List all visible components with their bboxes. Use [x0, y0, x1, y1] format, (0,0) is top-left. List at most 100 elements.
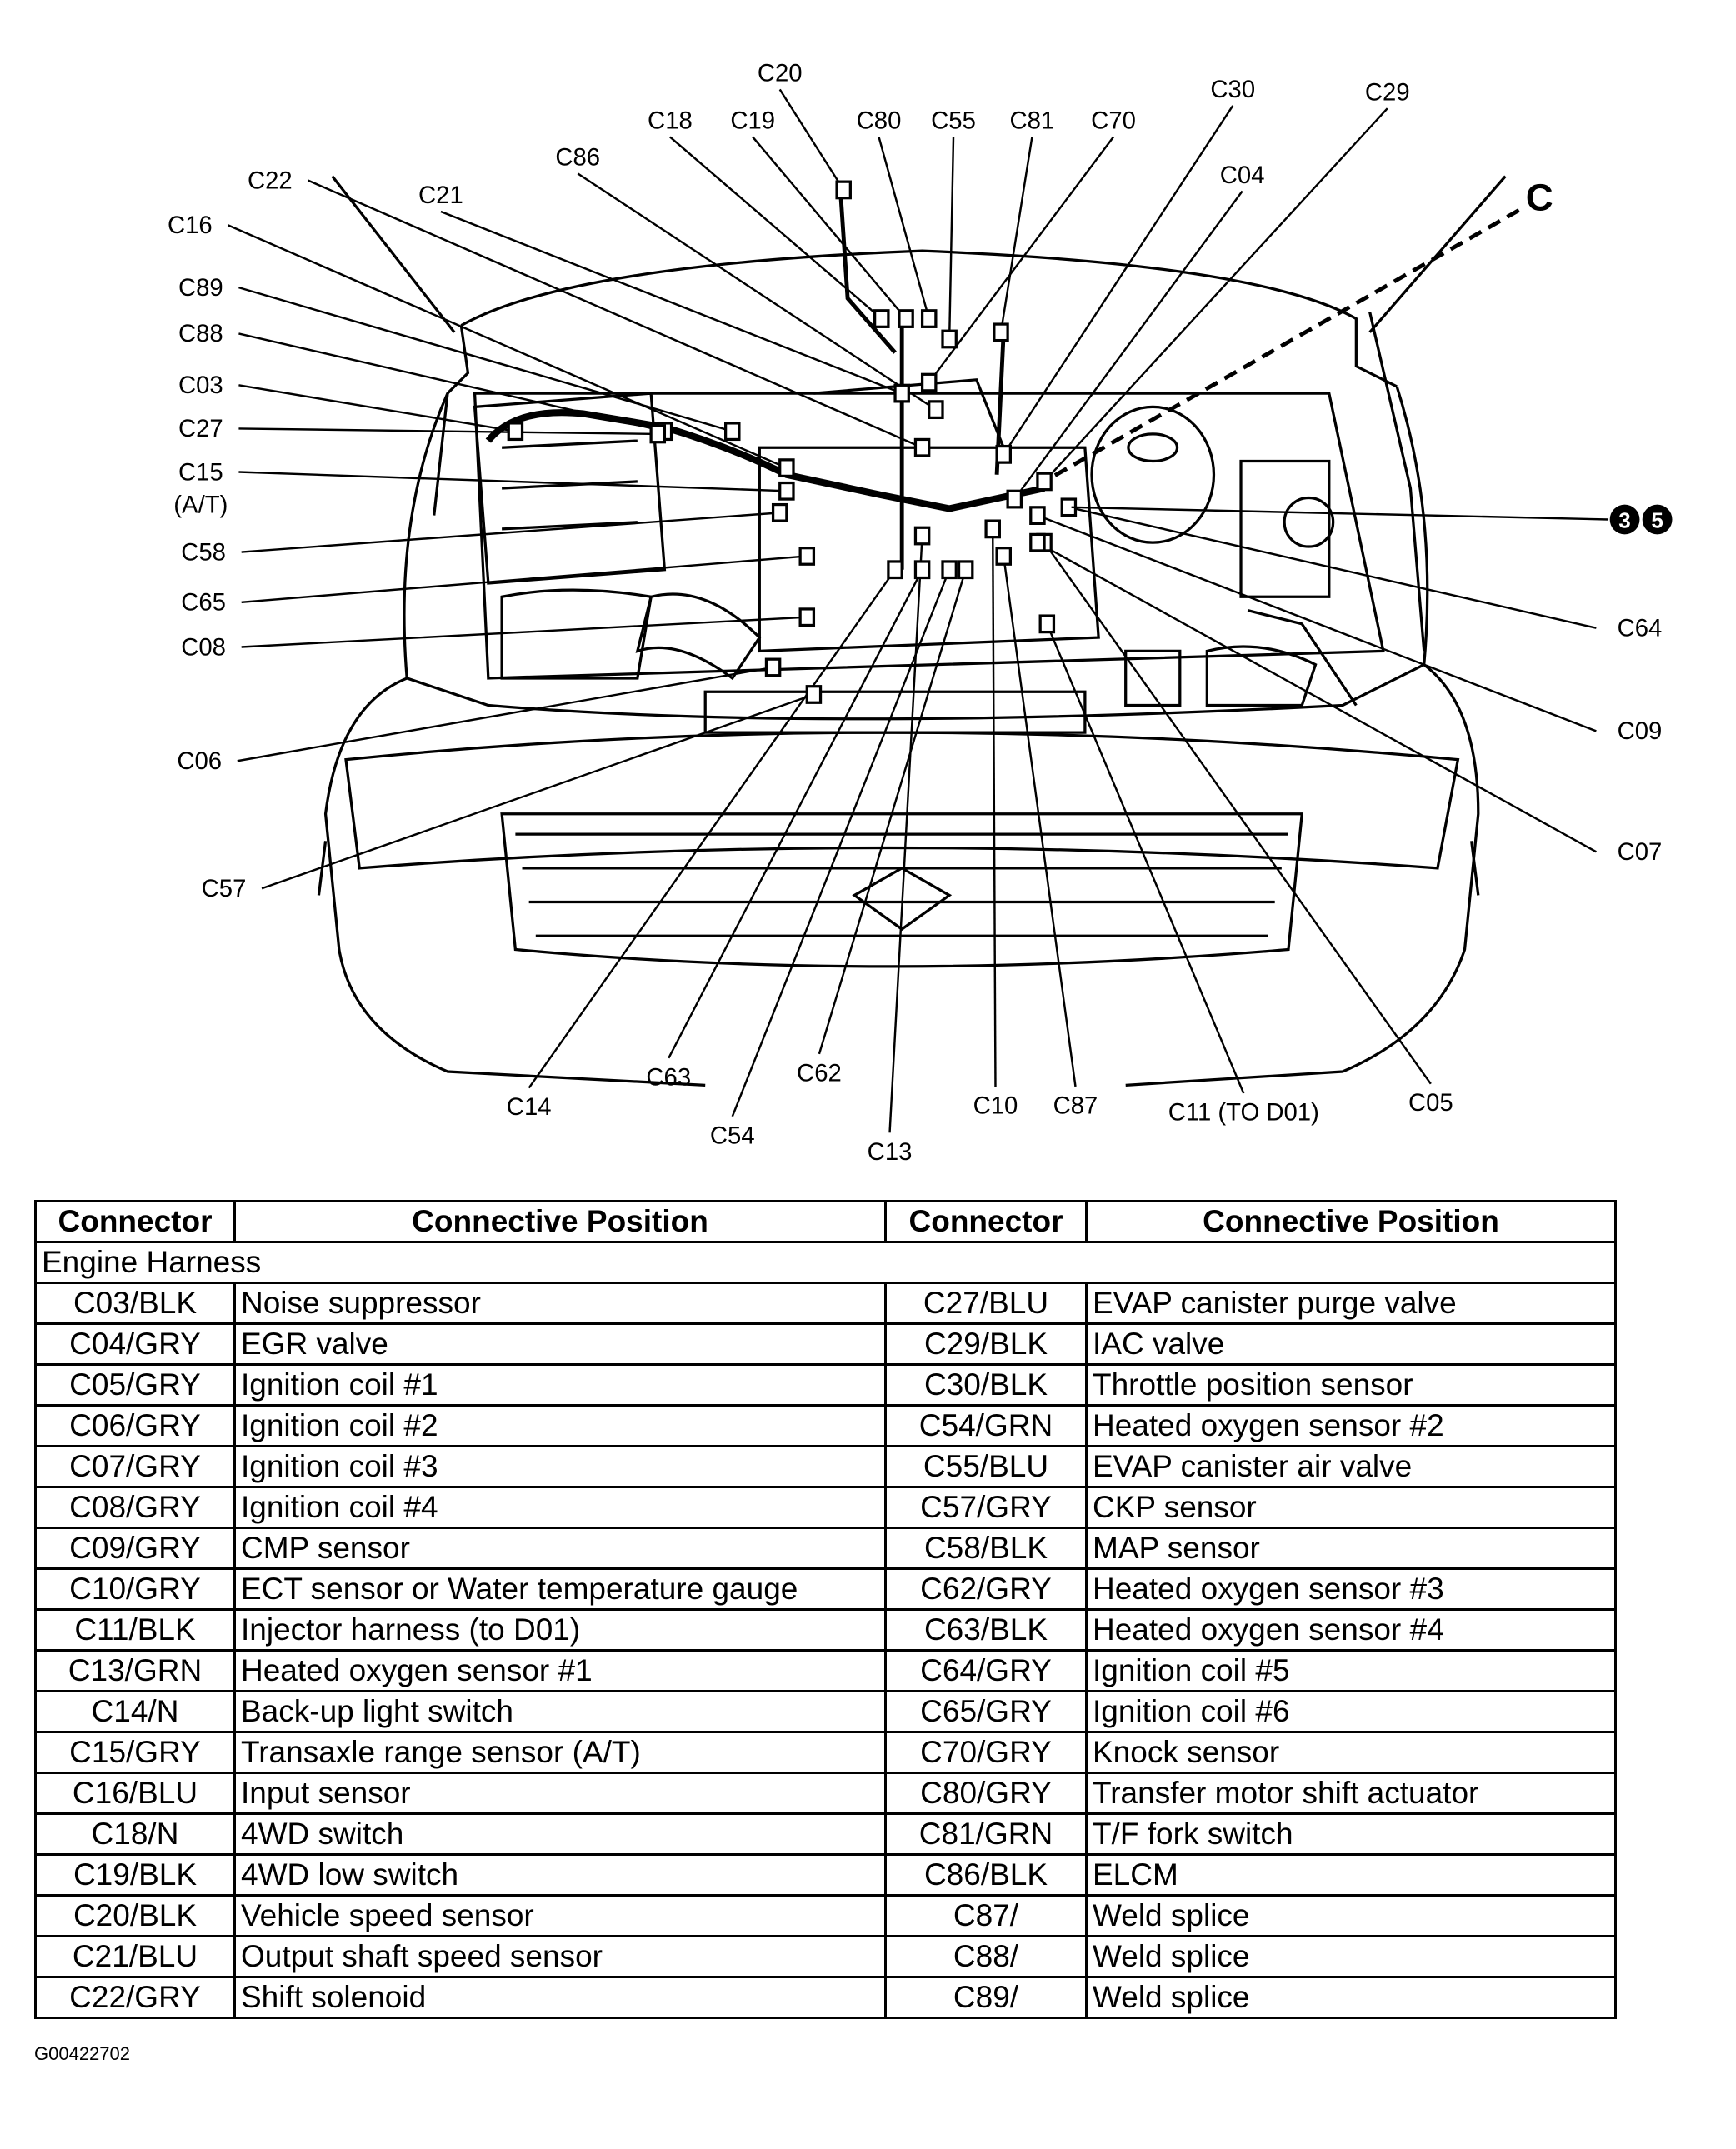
cell-connector: C18/N — [34, 1812, 236, 1856]
leader-line — [238, 286, 733, 432]
cell-connector: C55/BLU — [884, 1445, 1088, 1488]
cell-position: EGR valve — [233, 1322, 887, 1366]
label-c54: C54 — [710, 1122, 755, 1149]
cell-connector: C22/GRY — [34, 1976, 236, 2019]
cell-connector: C70/GRY — [884, 1731, 1088, 1774]
cell-position: Heated oxygen sensor #2 — [1085, 1404, 1617, 1447]
cell-connector: C30/BLK — [884, 1363, 1088, 1407]
leader-line — [668, 569, 923, 1059]
table-row: C13/GRN Heated oxygen sensor #1 C64/GRY Ign… — [34, 1649, 1617, 1692]
cell-connector: C57/GRY — [884, 1486, 1088, 1529]
cell-position: Ignition coil #3 — [233, 1445, 887, 1488]
cell-connector: C87/ — [884, 1894, 1088, 1937]
label-c64: C64 — [1618, 614, 1663, 642]
table-row: C15/GRY Transaxle range sensor (A/T) C70/G… — [34, 1731, 1617, 1774]
leader-line — [238, 471, 787, 492]
label-c21: C21 — [418, 182, 463, 209]
label-c70: C70 — [1091, 107, 1136, 135]
label-c63: C63 — [646, 1063, 691, 1091]
label-c88: C88 — [178, 320, 223, 347]
label-c08: C08 — [181, 633, 226, 661]
view-label: C — [1526, 176, 1553, 218]
label-c81: C81 — [1010, 107, 1055, 135]
cell-position: Heated oxygen sensor #1 — [233, 1649, 887, 1692]
label-c11-to-d01: C11 (TO D01) — [1168, 1099, 1319, 1127]
label-c16: C16 — [168, 212, 213, 239]
connector-marker — [798, 607, 816, 627]
label-c14: C14 — [507, 1093, 552, 1121]
cell-connector: C29/BLK — [884, 1322, 1088, 1366]
label-c05: C05 — [1408, 1089, 1453, 1117]
leader-line — [241, 512, 780, 553]
cell-connector: C13/GRN — [34, 1649, 236, 1692]
connector-marker — [941, 329, 958, 349]
leader-lines — [227, 88, 1597, 1133]
cell-connector: C86/BLK — [884, 1853, 1088, 1897]
connector-marker — [984, 519, 1001, 539]
cell-connector: C21/BLU — [34, 1935, 236, 1978]
header-connective-position: Connective Position — [233, 1200, 887, 1243]
connector-marker — [1036, 472, 1053, 492]
table-row: C19/BLK 4WD low switch C86/BLK ELCM — [34, 1853, 1617, 1897]
label-c03: C03 — [178, 372, 223, 399]
connector-marker — [873, 309, 890, 328]
cell-connector: C89/ — [884, 1976, 1088, 2019]
cell-position: Weld splice — [1085, 1935, 1617, 1978]
cell-position: Ignition coil #2 — [233, 1404, 887, 1447]
connector-marker — [957, 560, 974, 580]
connector-marker — [778, 458, 795, 478]
table-row: C05/GRY Ignition coil #1 C30/BLK Throttle p… — [34, 1363, 1617, 1407]
label-c87: C87 — [1053, 1092, 1098, 1120]
cell-connector: C64/GRY — [884, 1649, 1088, 1692]
table-row: C11/BLK Injector harness (to D01) C63/BLK H… — [34, 1608, 1617, 1652]
cell-connector: C88/ — [884, 1935, 1088, 1978]
connector-marker — [913, 560, 931, 580]
label-c07: C07 — [1618, 838, 1663, 866]
label-c57: C57 — [202, 875, 247, 902]
cell-position: Transfer motor shift actuator — [1085, 1772, 1617, 1815]
leader-line — [227, 224, 788, 469]
leader-line — [528, 569, 897, 1089]
cell-connector: C63/BLK — [884, 1608, 1088, 1652]
cell-position: ECT sensor or Water temperature gauge — [233, 1567, 887, 1611]
label-c27: C27 — [178, 415, 223, 442]
label-c13: C13 — [868, 1138, 913, 1166]
leader-line — [261, 693, 814, 890]
connector-marker — [649, 424, 667, 444]
connector-marker — [835, 180, 852, 200]
leader-line — [238, 384, 516, 432]
header-connector-2: Connector — [884, 1200, 1088, 1243]
cell-position: Output shaft speed sensor — [233, 1935, 887, 1978]
connector-marker — [913, 437, 931, 457]
connector-marker — [1006, 489, 1023, 509]
label-c22: C22 — [248, 167, 293, 194]
cell-position: CMP sensor — [233, 1527, 887, 1570]
cell-connector: C11/BLK — [34, 1608, 236, 1652]
connector-marker — [778, 481, 795, 501]
leader-line — [752, 136, 907, 320]
connector-marker — [920, 372, 938, 392]
cell-position: CKP sensor — [1085, 1486, 1617, 1529]
cell-position: EVAP canister air valve — [1085, 1445, 1617, 1488]
connector-marker — [771, 502, 788, 522]
connector-marker — [928, 400, 944, 420]
cell-connector: C09/GRY — [34, 1527, 236, 1570]
cell-position: Injector harness (to D01) — [233, 1608, 887, 1652]
cell-position: Input sensor — [233, 1772, 887, 1815]
leader-line — [928, 136, 1115, 383]
cell-position: Ignition coil #6 — [1085, 1690, 1617, 1733]
connector-marker — [724, 422, 741, 442]
label-c55: C55 — [931, 107, 976, 135]
table-row: C04/GRY EGR valve C29/BLK IAC valve — [34, 1322, 1617, 1366]
label-c15: C15 — [178, 458, 223, 486]
leader-line — [991, 528, 997, 1087]
label-c80: C80 — [857, 107, 902, 135]
cell-position: 4WD low switch — [233, 1853, 887, 1897]
leader-line — [440, 210, 903, 395]
connector-marker — [920, 309, 938, 328]
leader-line — [669, 136, 883, 320]
connector-marker — [893, 383, 910, 403]
cell-connector: C81/GRN — [884, 1812, 1088, 1856]
section-row: Engine Harness — [34, 1241, 1617, 1284]
cell-connector: C58/BLK — [884, 1527, 1088, 1570]
